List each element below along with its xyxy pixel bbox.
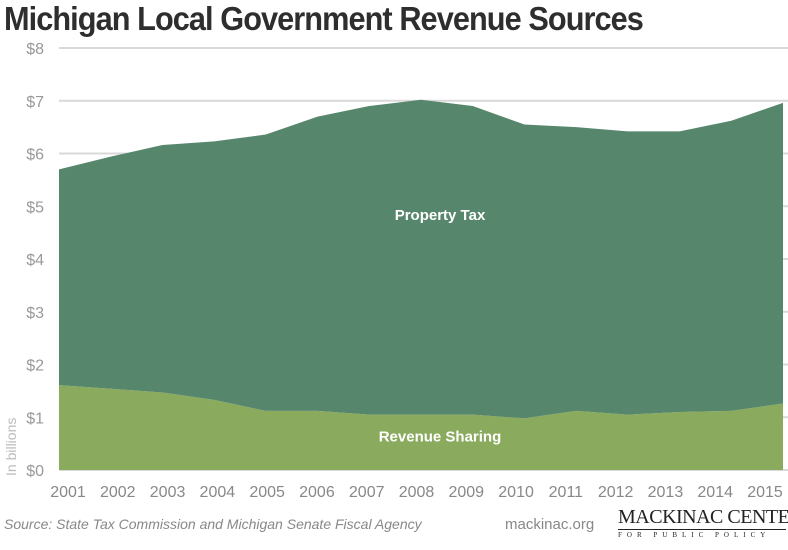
x-tick-label: 2013: [648, 484, 684, 501]
chart-title: Michigan Local Government Revenue Source…: [4, 0, 644, 37]
series-label: Revenue Sharing: [379, 429, 502, 446]
y-tick-label: $3: [26, 305, 44, 322]
y-axis-label: In billions: [3, 418, 19, 476]
x-tick-label: 2004: [200, 484, 236, 501]
area-revenue-sharing: [59, 385, 783, 470]
source-note: Source: State Tax Commission and Michiga…: [4, 516, 422, 532]
x-tick-label: 2006: [299, 484, 335, 501]
x-tick-label: 2014: [697, 484, 733, 501]
mackinac-logo: MACKINAC CENTER FOR PUBLIC POLICY: [618, 506, 788, 540]
logo-line1: MACKINAC CENTER: [618, 506, 788, 528]
y-tick-label: $8: [26, 41, 44, 58]
series-label: Property Tax: [395, 207, 486, 224]
logo-line2: FOR PUBLIC POLICY: [618, 529, 786, 540]
y-tick-label: $0: [26, 463, 44, 480]
x-tick-label: 2010: [498, 484, 534, 501]
y-tick-label: $2: [26, 358, 44, 375]
website-link[interactable]: mackinac.org: [505, 516, 595, 533]
y-tick-label: $6: [26, 147, 44, 164]
area-property-tax: [59, 99, 783, 419]
x-tick-label: 2011: [549, 484, 584, 501]
x-tick-label: 2002: [100, 484, 136, 501]
x-tick-label: 2007: [349, 484, 385, 501]
x-tick-label: 2008: [399, 484, 435, 501]
x-tick-label: 2001: [50, 484, 86, 501]
y-tick-label: $1: [26, 410, 44, 427]
x-tick-label: 2012: [598, 484, 634, 501]
y-tick-label: $7: [26, 94, 44, 111]
x-tick-label: 2009: [448, 484, 484, 501]
x-tick-label: 2005: [249, 484, 285, 501]
x-tick-label: 2015: [747, 484, 783, 501]
y-tick-label: $4: [26, 252, 44, 269]
y-tick-label: $5: [26, 199, 44, 216]
x-tick-label: 2003: [150, 484, 186, 501]
